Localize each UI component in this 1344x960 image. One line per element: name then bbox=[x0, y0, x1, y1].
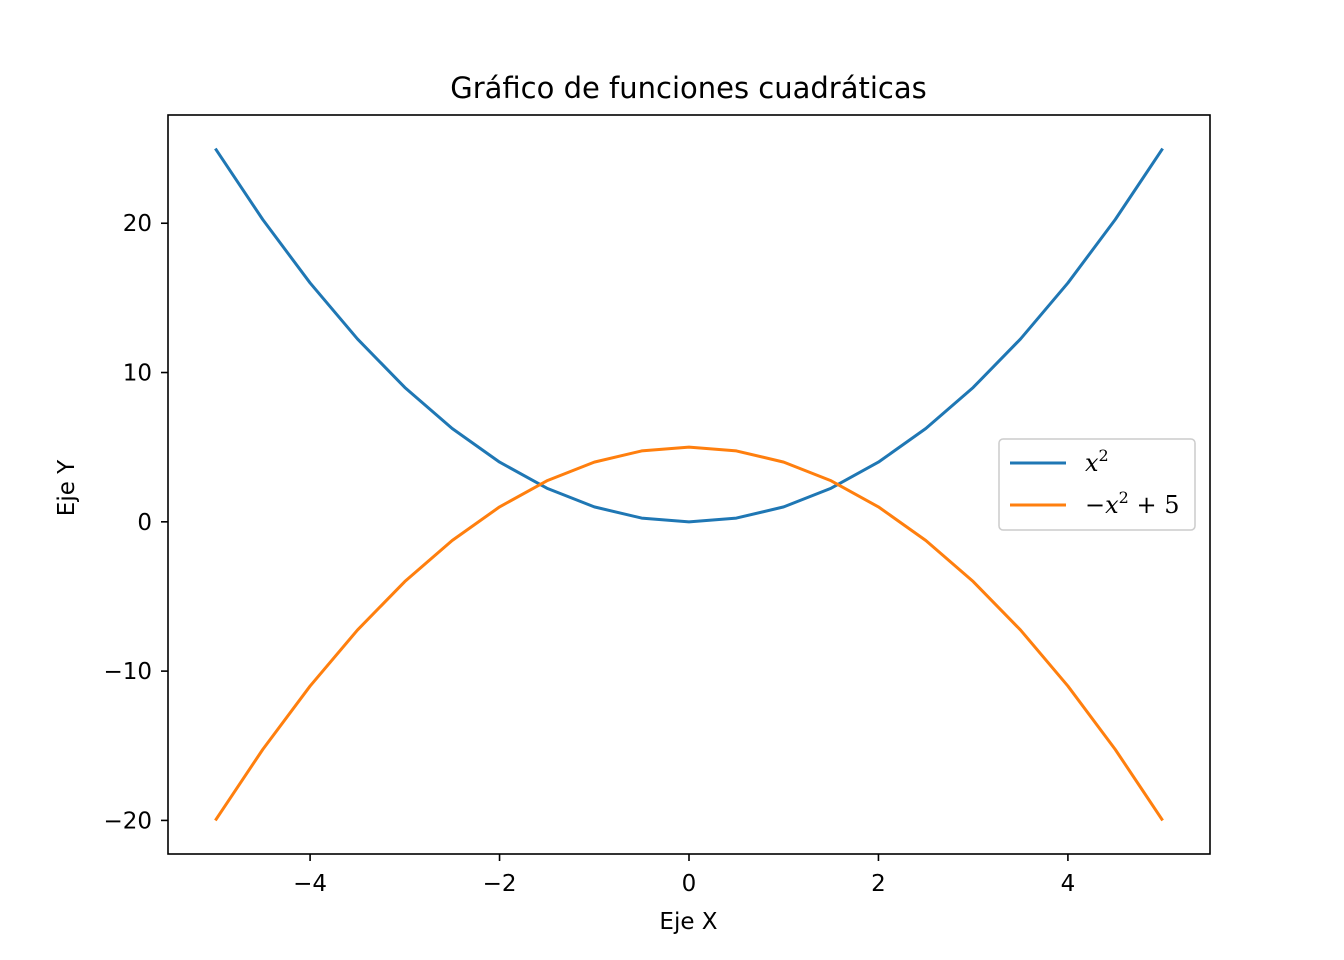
series-line-2 bbox=[214, 445, 1164, 822]
y-tick-label: −20 bbox=[103, 808, 152, 834]
y-tick-label: 0 bbox=[137, 510, 152, 536]
series-layer bbox=[214, 147, 1164, 822]
x-tick-label: 4 bbox=[1061, 871, 1076, 897]
x-axis-label: Eje X bbox=[659, 909, 717, 935]
legend-label-series-1: x2 bbox=[1085, 446, 1109, 477]
legend: x2 −x2 + 5 bbox=[998, 438, 1196, 531]
series-line-1 bbox=[214, 147, 1164, 524]
y-axis: −20 −10 0 10 20 bbox=[103, 211, 168, 834]
y-tick-label: −10 bbox=[103, 659, 152, 685]
y-tick-label: 10 bbox=[123, 361, 152, 387]
x-tick-label: −4 bbox=[293, 871, 327, 897]
y-tick-label: 20 bbox=[123, 211, 152, 237]
x-tick-label: −2 bbox=[483, 871, 517, 897]
x-tick-label: 2 bbox=[871, 871, 886, 897]
x-axis: −4 −2 0 2 4 bbox=[293, 854, 1075, 897]
legend-label-series-2: −x2 + 5 bbox=[1085, 488, 1179, 519]
chart-title: Gráfico de funciones cuadráticas bbox=[450, 71, 927, 105]
x-tick-label: 0 bbox=[682, 871, 697, 897]
y-axis-label: Eje Y bbox=[54, 459, 80, 516]
